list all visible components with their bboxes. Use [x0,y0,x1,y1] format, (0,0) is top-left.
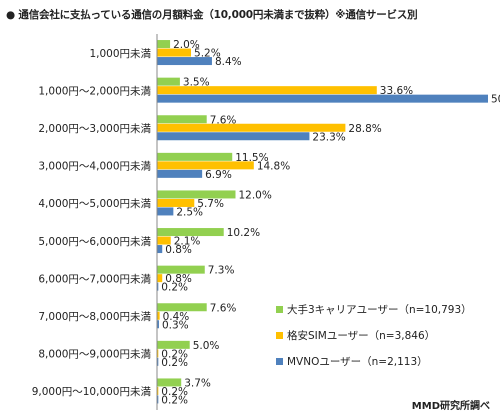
data-label: 0.2% [161,282,188,294]
data-label: 5.0% [193,340,220,352]
bar [157,198,195,207]
bar [157,395,159,404]
data-label: 0.2% [161,386,188,398]
bar [157,357,159,366]
bar [157,386,159,395]
category-label: 9,000円～10,000円未満 [32,386,152,398]
bar [157,48,192,57]
bar [157,378,182,387]
category-label: 1,000円未満 [89,48,151,60]
data-label: 12.0% [238,189,271,201]
data-label: 0.3% [162,319,189,331]
category-label: 6,000円～7,000円未満 [38,273,151,285]
data-label: 0.2% [161,357,188,369]
category-label: 1,000円～2,000円未満 [38,85,151,97]
data-label: 33.6% [380,85,413,97]
data-label: 2.5% [176,206,203,218]
bar [157,161,254,170]
legend-item: MVNOユーザー（n=2,113） [276,348,472,374]
bar [157,123,346,132]
bar [157,190,236,199]
data-label: 23.3% [312,131,345,143]
bar [157,77,180,86]
source-credit: MMD研究所調べ [411,401,490,412]
bar [157,282,159,291]
bar [157,265,205,274]
legend-label: 格安SIMユーザー（n=3,846） [287,329,436,342]
data-label: 7.3% [208,265,235,277]
data-label: 0.8% [165,273,192,285]
data-label: 8.4% [215,56,242,68]
bar [157,86,377,95]
legend-swatch [276,357,283,365]
bar [157,57,212,66]
legend-item: 大手3キャリアユーザー（n=10,793） [276,296,472,322]
bar [157,274,163,283]
legend: 大手3キャリアユーザー（n=10,793） 格安SIMユーザー（n=3,846） M… [276,296,472,374]
legend-swatch [276,305,283,313]
bar [157,40,171,49]
category-label: 2,000円～3,000円未満 [38,123,151,135]
bar [157,94,488,103]
bar [157,132,310,141]
legend-swatch [276,331,283,339]
data-label: 5.7% [197,198,224,210]
data-label: 0.8% [165,244,192,256]
bar [157,303,207,312]
data-label: 0.2% [161,348,188,360]
data-label: 2.0% [173,39,200,51]
bar [157,207,174,216]
bar [157,228,224,237]
bar [157,320,159,329]
data-label: 50.6% [491,94,500,106]
data-label: 0.4% [163,311,190,323]
category-label: 5,000円～6,000円未満 [38,236,151,248]
data-label: 10.2% [227,227,260,239]
bar [157,152,233,161]
bar [157,311,160,320]
legend-item: 格安SIMユーザー（n=3,846） [276,322,472,348]
data-label: 7.6% [210,114,237,126]
legend-label: 大手3キャリアユーザー（n=10,793） [287,303,472,316]
data-label: 14.8% [257,160,290,172]
data-label: 28.8% [348,123,381,135]
bar [157,236,171,245]
bar [157,169,203,178]
data-label: 6.9% [205,169,232,181]
data-label: 2.1% [174,236,201,248]
bar [157,349,159,358]
bar [157,245,163,254]
data-label: 3.5% [183,77,210,89]
chart-title: ● 通信会社に支払っている通信の月額料金（10,000円未満まで抜粋）※通信サー… [6,9,418,21]
bar [157,340,190,349]
category-label: 3,000円～4,000円未満 [38,161,151,173]
category-label: 8,000円～9,000円未満 [38,349,151,361]
data-label: 3.7% [184,377,211,389]
category-label: 4,000円～5,000円未満 [38,198,151,210]
data-label: 11.5% [235,152,268,164]
bar [157,115,207,124]
data-label: 0.2% [161,394,188,406]
data-label: 7.6% [210,302,237,314]
category-label: 7,000円～8,000円未満 [38,311,151,323]
data-label: 5.2% [194,48,221,60]
legend-label: MVNOユーザー（n=2,113） [287,355,428,368]
